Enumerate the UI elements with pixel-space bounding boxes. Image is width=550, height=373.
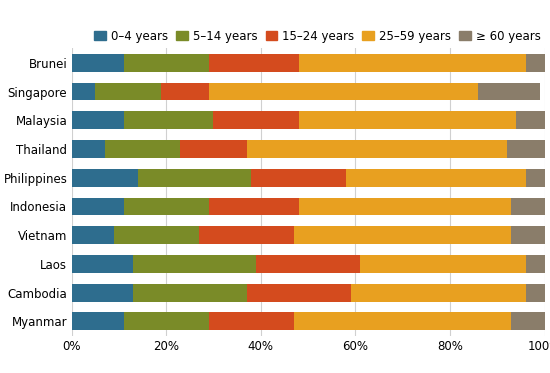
Bar [350, 284, 526, 301]
Bar [246, 284, 350, 301]
Bar [512, 313, 544, 330]
Bar [180, 140, 246, 158]
Bar [512, 226, 544, 244]
Bar [208, 54, 299, 72]
Bar [512, 198, 544, 215]
Legend: 0–4 years, 5–14 years, 15–24 years, 25–59 years, ≥ 60 years: 0–4 years, 5–14 years, 15–24 years, 25–5… [94, 29, 541, 43]
Bar [124, 112, 213, 129]
Bar [294, 313, 512, 330]
Bar [526, 284, 544, 301]
Bar [251, 169, 346, 186]
Bar [124, 54, 208, 72]
Bar [208, 198, 299, 215]
Bar [72, 198, 124, 215]
Bar [124, 313, 208, 330]
Bar [104, 140, 180, 158]
Bar [72, 284, 133, 301]
Bar [299, 198, 512, 215]
Bar [95, 83, 161, 100]
Bar [114, 226, 199, 244]
Bar [360, 255, 526, 273]
Bar [72, 169, 138, 186]
Bar [478, 83, 540, 100]
Bar [256, 255, 360, 273]
Bar [72, 140, 104, 158]
Bar [72, 313, 124, 330]
Bar [208, 313, 294, 330]
Bar [138, 169, 251, 186]
Bar [516, 112, 544, 129]
Bar [294, 226, 512, 244]
Bar [133, 255, 256, 273]
Bar [526, 255, 544, 273]
Bar [346, 169, 526, 186]
Bar [72, 255, 133, 273]
Bar [72, 226, 114, 244]
Bar [72, 54, 124, 72]
Bar [526, 169, 544, 186]
Bar [526, 54, 544, 72]
Bar [208, 83, 478, 100]
Bar [213, 112, 299, 129]
Bar [72, 83, 95, 100]
Bar [161, 83, 208, 100]
Bar [199, 226, 294, 244]
Bar [124, 198, 208, 215]
Bar [246, 140, 507, 158]
Bar [507, 140, 544, 158]
Bar [299, 54, 526, 72]
Bar [72, 112, 124, 129]
Bar [299, 112, 516, 129]
Bar [133, 284, 246, 301]
